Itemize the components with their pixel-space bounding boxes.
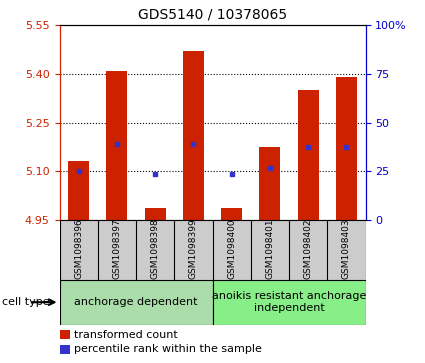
- Bar: [298, 90, 319, 220]
- Text: GSM1098401: GSM1098401: [265, 218, 275, 279]
- Text: anoikis resistant anchorage
independent: anoikis resistant anchorage independent: [212, 291, 366, 313]
- Title: GDS5140 / 10378065: GDS5140 / 10378065: [138, 8, 287, 21]
- Bar: [60, 280, 212, 325]
- Text: transformed count: transformed count: [74, 330, 177, 340]
- Text: cell type: cell type: [2, 297, 50, 307]
- Text: GSM1098396: GSM1098396: [74, 218, 83, 279]
- Bar: [336, 77, 357, 220]
- Text: GSM1098397: GSM1098397: [112, 218, 122, 279]
- Bar: [212, 280, 366, 325]
- Text: GSM1098399: GSM1098399: [189, 218, 198, 279]
- Bar: [259, 147, 280, 220]
- Bar: [221, 208, 242, 220]
- Bar: [144, 208, 166, 220]
- Bar: [106, 71, 128, 220]
- Text: anchorage dependent: anchorage dependent: [74, 297, 198, 307]
- Bar: [68, 162, 89, 220]
- Text: GSM1098398: GSM1098398: [150, 218, 160, 279]
- Text: GSM1098403: GSM1098403: [342, 218, 351, 279]
- Text: percentile rank within the sample: percentile rank within the sample: [74, 344, 261, 354]
- Text: GSM1098400: GSM1098400: [227, 218, 236, 279]
- Bar: [183, 51, 204, 220]
- Text: GSM1098402: GSM1098402: [303, 218, 313, 279]
